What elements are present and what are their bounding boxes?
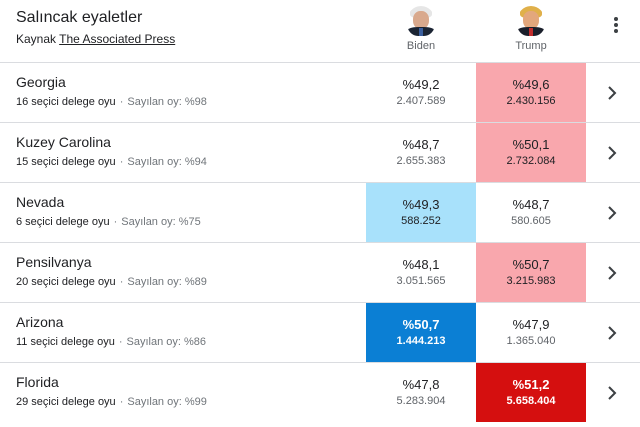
card-header: Salıncak eyaletler Kaynak The Associated… — [0, 0, 640, 63]
trump-percent: %47,9 — [512, 317, 550, 332]
state-row-nevada[interactable]: Nevada 6 seçici delege oyu · Sayılan oy: %7… — [0, 183, 640, 243]
chevron-right-icon[interactable] — [606, 145, 618, 161]
biden-result-cell: %49,3 588.252 — [366, 183, 476, 242]
state-name: Florida — [16, 374, 59, 390]
state-subtitle: 29 seçici delege oyu · Sayılan oy: %99 — [16, 396, 207, 408]
trump-votes: 1.365.040 — [506, 335, 556, 347]
counted-percent: Sayılan oy: %99 — [127, 396, 207, 408]
counted-percent: Sayılan oy: %89 — [127, 276, 207, 288]
candidate-biden: Biden — [366, 6, 476, 52]
biden-votes: 3.051.565 — [396, 275, 446, 287]
more-vert-icon[interactable] — [606, 14, 626, 36]
state-row-georgia[interactable]: Georgia 16 seçici delege oyu · Sayılan oy: … — [0, 63, 640, 123]
state-name: Nevada — [16, 194, 65, 210]
trump-result-cell: %49,6 2.430.156 — [476, 63, 586, 122]
state-row-kuzey-carolina[interactable]: Kuzey Carolina 15 seçici delege oyu · Sayıl… — [0, 123, 640, 183]
state-name: Kuzey Carolina — [16, 134, 111, 150]
biden-percent: %49,3 — [402, 197, 440, 212]
state-name: Georgia — [16, 74, 66, 90]
chevron-right-icon[interactable] — [606, 385, 618, 401]
trump-percent: %48,7 — [512, 197, 550, 212]
state-list: Georgia 16 seçici delege oyu · Sayılan oy: … — [0, 63, 640, 423]
elector-count: 20 seçici delege oyu — [16, 276, 116, 288]
trump-votes: 3.215.983 — [506, 275, 556, 287]
trump-percent: %49,6 — [512, 77, 550, 92]
candidate-name-trump: Trump — [515, 40, 547, 52]
trump-result-cell: %50,7 3.215.983 — [476, 243, 586, 302]
separator-dot: · — [119, 96, 124, 108]
biden-result-cell: %49,2 2.407.589 — [366, 63, 476, 122]
separator-dot: · — [119, 396, 124, 408]
trump-votes: 5.658.404 — [506, 395, 556, 407]
separator-dot: · — [119, 156, 124, 168]
biden-result-cell: %48,7 2.655.383 — [366, 123, 476, 182]
card-title: Salıncak eyaletler — [16, 9, 143, 26]
biden-result-cell: %48,1 3.051.565 — [366, 243, 476, 302]
biden-percent: %48,1 — [402, 257, 440, 272]
trump-percent: %50,1 — [512, 137, 550, 152]
chevron-right-icon[interactable] — [606, 325, 618, 341]
state-subtitle: 15 seçici delege oyu · Sayılan oy: %94 — [16, 156, 207, 168]
trump-result-cell: %51,2 5.658.404 — [476, 363, 586, 422]
biden-result-cell: %50,7 1.444.213 — [366, 303, 476, 362]
counted-percent: Sayılan oy: %75 — [121, 216, 201, 228]
source-prefix: Kaynak — [16, 32, 57, 46]
biden-votes: 588.252 — [401, 215, 441, 227]
biden-percent: %48,7 — [402, 137, 440, 152]
trump-percent: %51,2 — [512, 377, 550, 392]
separator-dot: · — [113, 216, 118, 228]
candidate-name-biden: Biden — [406, 40, 436, 52]
counted-percent: Sayılan oy: %94 — [127, 156, 207, 168]
biden-votes: 2.655.383 — [396, 155, 446, 167]
trump-votes: 2.732.084 — [506, 155, 556, 167]
counted-percent: Sayılan oy: %86 — [126, 336, 207, 348]
trump-result-cell: %48,7 580.605 — [476, 183, 586, 242]
source-link[interactable]: The Associated Press — [59, 32, 176, 46]
state-row-florida[interactable]: Florida 29 seçici delege oyu · Sayılan oy: … — [0, 363, 640, 423]
biden-votes: 1.444.213 — [396, 335, 446, 347]
trump-votes: 2.430.156 — [506, 95, 556, 107]
state-row-pensilvanya[interactable]: Pensilvanya 20 seçici delege oyu · Sayılan … — [0, 243, 640, 303]
trump-votes: 580.605 — [511, 215, 551, 227]
trump-avatar-icon — [517, 6, 545, 36]
elector-count: 6 seçici delege oyu — [16, 216, 110, 228]
state-subtitle: 6 seçici delege oyu · Sayılan oy: %75 — [16, 216, 201, 228]
separator-dot: · — [119, 276, 124, 288]
state-subtitle: 16 seçici delege oyu · Sayılan oy: %98 — [16, 96, 207, 108]
biden-result-cell: %47,8 5.283.904 — [366, 363, 476, 422]
counted-percent: Sayılan oy: %98 — [127, 96, 207, 108]
state-subtitle: 20 seçici delege oyu · Sayılan oy: %89 — [16, 276, 207, 288]
elector-count: 29 seçici delege oyu — [16, 396, 116, 408]
chevron-right-icon[interactable] — [606, 265, 618, 281]
elector-count: 16 seçici delege oyu — [16, 96, 116, 108]
state-row-arizona[interactable]: Arizona 11 seçici delege oyu · Sayılan oy: … — [0, 303, 640, 363]
chevron-right-icon[interactable] — [606, 205, 618, 221]
chevron-right-icon[interactable] — [606, 85, 618, 101]
separator-dot: · — [118, 336, 123, 348]
biden-votes: 2.407.589 — [396, 95, 446, 107]
state-name: Pensilvanya — [16, 254, 92, 270]
biden-avatar-icon — [407, 6, 435, 36]
candidate-trump: Trump — [476, 6, 586, 52]
state-subtitle: 11 seçici delege oyu · Sayılan oy: %86 — [16, 336, 206, 348]
elector-count: 11 seçici delege oyu — [16, 336, 115, 348]
source-line: Kaynak The Associated Press — [16, 32, 175, 46]
trump-result-cell: %50,1 2.732.084 — [476, 123, 586, 182]
state-name: Arizona — [16, 314, 64, 330]
biden-votes: 5.283.904 — [396, 395, 446, 407]
biden-percent: %47,8 — [402, 377, 440, 392]
biden-percent: %49,2 — [402, 77, 440, 92]
biden-percent: %50,7 — [402, 317, 440, 332]
elector-count: 15 seçici delege oyu — [16, 156, 116, 168]
trump-result-cell: %47,9 1.365.040 — [476, 303, 586, 362]
trump-percent: %50,7 — [512, 257, 550, 272]
